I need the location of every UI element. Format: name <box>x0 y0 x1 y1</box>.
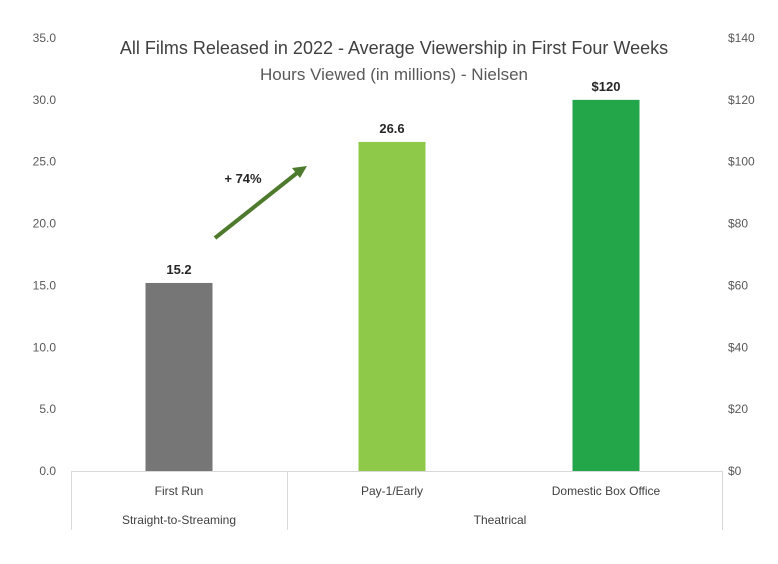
left-tick-label: 35.0 <box>33 31 57 45</box>
left-tick-label: 15.0 <box>33 278 57 292</box>
right-tick-label: $120 <box>728 93 755 107</box>
growth-arrow-icon <box>213 166 307 240</box>
left-tick-label: 0.0 <box>39 464 56 478</box>
data-label: 15.2 <box>166 262 191 277</box>
right-tick-label: $20 <box>728 402 748 416</box>
left-tick-label: 20.0 <box>33 217 57 231</box>
left-tick-label: 10.0 <box>33 340 57 354</box>
growth-annotation: + 74% <box>224 171 262 186</box>
right-tick-label: $40 <box>728 340 748 354</box>
bar-pay-1-early <box>358 141 426 472</box>
right-tick-label: $140 <box>728 31 755 45</box>
left-tick-label: 25.0 <box>33 155 57 169</box>
right-tick-label: $80 <box>728 217 748 231</box>
left-tick-label: 30.0 <box>33 93 57 107</box>
data-label: 26.6 <box>379 121 404 136</box>
right-tick-label: $0 <box>728 464 742 478</box>
data-label: $120 <box>592 79 621 94</box>
category-label: First Run <box>155 484 204 498</box>
group-label: Straight-to-Streaming <box>122 513 236 527</box>
chart-title: All Films Released in 2022 - Average Vie… <box>120 38 668 58</box>
right-tick-label: $60 <box>728 278 748 292</box>
group-label: Theatrical <box>474 513 527 527</box>
left-tick-label: 5.0 <box>39 402 56 416</box>
bar-domestic-box-office <box>572 99 640 471</box>
bar-first-run <box>145 282 213 471</box>
category-label: Pay-1/Early <box>361 484 423 498</box>
right-tick-label: $100 <box>728 155 755 169</box>
category-label: Domestic Box Office <box>552 484 661 498</box>
chart-subtitle: Hours Viewed (in millions) - Nielsen <box>260 65 528 84</box>
